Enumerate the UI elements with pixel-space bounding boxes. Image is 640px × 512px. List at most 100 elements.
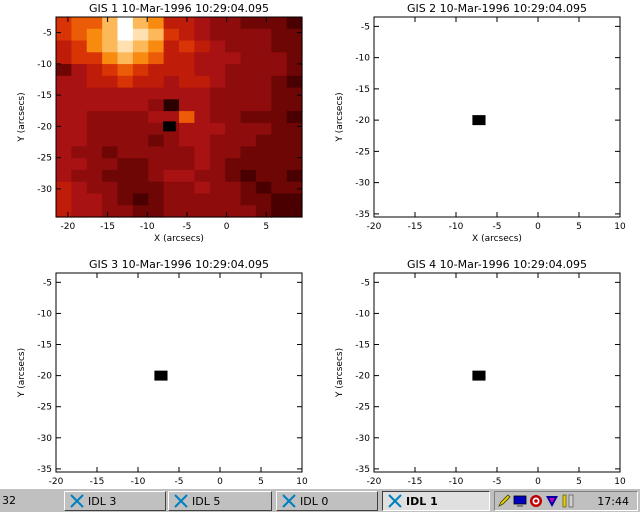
- y-tick-label: -25: [37, 403, 52, 413]
- heatmap-cell: [148, 64, 165, 77]
- heatmap-cell: [271, 99, 288, 112]
- heatmap-cell: [117, 205, 134, 218]
- heatmap-cell: [148, 193, 165, 206]
- heatmap-cell: [102, 40, 119, 53]
- heatmap-cell: [240, 28, 257, 42]
- heatmap-cell: [86, 52, 103, 65]
- heatmap-cell: [286, 40, 303, 53]
- heatmap-cell: [56, 193, 72, 206]
- heatmap-cell: [286, 52, 303, 65]
- y-tick-label: -25: [355, 147, 370, 157]
- heatmap-cell: [163, 205, 180, 218]
- heatmap-cell: [71, 99, 88, 112]
- heatmap-cell: [271, 111, 288, 124]
- heatmap-cell: [255, 122, 272, 136]
- heatmap-cell: [240, 40, 257, 53]
- heatmap-cell: [286, 205, 303, 218]
- heatmap-cell: [286, 75, 303, 89]
- heatmap-cell: [194, 122, 211, 136]
- heatmap-cell: [86, 87, 103, 100]
- taskbar-button-label: IDL 0: [300, 494, 329, 508]
- y-tick-label: -10: [355, 54, 370, 64]
- y-tick-label: -30: [37, 434, 52, 444]
- shield-icon[interactable]: [545, 494, 559, 508]
- heatmap-cell: [71, 205, 88, 218]
- heatmap-cell: [117, 181, 134, 195]
- plot-canvas: GIS 1 10-Mar-1996 10:29:04.095 -20 -15 -10 -…: [17, 2, 626, 487]
- heatmap-cell: [209, 205, 226, 218]
- heatmap-cell: [86, 193, 103, 206]
- heatmap-cell: [163, 158, 180, 171]
- heatmap-cell: [148, 52, 165, 65]
- heatmap-cell: [117, 40, 134, 53]
- taskbar-button-idl-0[interactable]: IDL 0: [276, 491, 378, 511]
- heatmap-cell: [179, 158, 195, 171]
- heatmap-cell: [71, 146, 88, 159]
- heatmap-cell: [240, 146, 257, 159]
- heatmap-cell: [271, 158, 288, 171]
- heatmap-cell: [240, 64, 257, 77]
- heatmap-cell: [271, 17, 288, 30]
- heatmap-cell: [194, 193, 211, 206]
- heatmap-cell: [71, 122, 88, 136]
- tools-icon[interactable]: [561, 494, 575, 508]
- x-tick-label: -15: [90, 477, 105, 487]
- heatmap-cell: [209, 169, 226, 183]
- heatmap-cell: [225, 111, 242, 124]
- heatmap-cell: [286, 158, 303, 171]
- pencil-icon[interactable]: [497, 494, 511, 508]
- heatmap-cell: [56, 64, 72, 77]
- heatmap-cell: [117, 17, 134, 30]
- heatmap-cell: [148, 40, 165, 53]
- heatmap-cell: [86, 64, 103, 77]
- heatmap-cell: [286, 28, 303, 42]
- taskbar-button-idl-3[interactable]: IDL 3: [64, 491, 166, 511]
- y-tick-label: -20: [37, 122, 52, 132]
- heatmap-cell: [102, 134, 119, 148]
- heatmap-cell: [225, 134, 242, 148]
- target-icon[interactable]: [529, 494, 543, 508]
- heatmap-cell: [56, 134, 72, 148]
- x-tick-label: -10: [449, 222, 464, 232]
- taskbar-button-idl-5[interactable]: IDL 5: [168, 491, 272, 511]
- taskbar-button-idl-1[interactable]: IDL 1: [382, 491, 490, 511]
- heatmap-cell: [56, 111, 72, 124]
- y-tick-label: -15: [37, 341, 52, 351]
- heatmap-cell: [194, 134, 211, 148]
- y-tick-label: -35: [355, 210, 370, 220]
- taskbar: 32 IDL 3 IDL 5 IDL 0 IDL 1: [0, 488, 640, 512]
- heatmap-cell: [255, 87, 272, 100]
- y-tick-label: -20: [355, 116, 370, 126]
- heatmap-cell: [240, 134, 257, 148]
- heatmap-cell: [255, 28, 272, 42]
- heatmap-cell: [148, 75, 165, 89]
- heatmap-cell: [163, 181, 180, 195]
- x-tick-label: 10: [614, 222, 626, 232]
- heatmap-cell: [209, 146, 226, 159]
- idl-x-icon: [387, 493, 403, 509]
- heatmap-cell: [117, 28, 134, 42]
- heatmap-cell: [86, 122, 103, 136]
- heatmap-cell: [117, 52, 134, 65]
- heatmap-cell: [148, 17, 165, 30]
- y-tick-label: -35: [355, 465, 370, 475]
- heatmap-cell: [271, 193, 288, 206]
- x-tick-label: 5: [263, 222, 269, 232]
- heatmap-cell: [132, 64, 149, 77]
- heatmap-cell: [271, 181, 288, 195]
- heatmap-cell: [132, 169, 149, 183]
- position-marker: [163, 121, 176, 132]
- heatmap-cell: [71, 111, 88, 124]
- heatmap-cell: [194, 28, 211, 42]
- heatmap-cell: [240, 17, 257, 30]
- monitor-icon[interactable]: [513, 494, 527, 508]
- plot-frame: [55, 272, 303, 473]
- heatmap-cell: [179, 111, 195, 124]
- heatmap-cell: [102, 52, 119, 65]
- heatmap-cell: [209, 52, 226, 65]
- heatmap-cell: [132, 205, 149, 218]
- heatmap-cell: [71, 169, 88, 183]
- heatmap-cell: [179, 181, 195, 195]
- heatmap-cell: [102, 122, 119, 136]
- heatmap-cell: [209, 75, 226, 89]
